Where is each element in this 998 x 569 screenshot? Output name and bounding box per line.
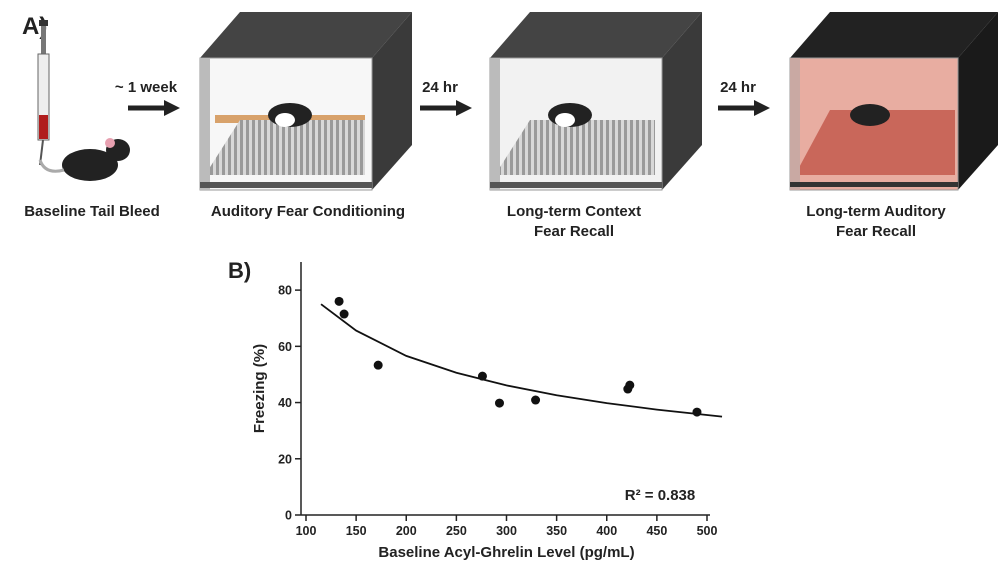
arrow-label: ~ 1 week [115, 79, 178, 96]
arrow [420, 100, 472, 116]
step-label: Long-term Context [507, 203, 641, 220]
syringe [37, 20, 50, 166]
point [531, 395, 541, 405]
panel-label: B) [228, 258, 251, 283]
x-tick-label: 100 [296, 524, 317, 538]
y-tick-label: 60 [278, 340, 292, 354]
step-label: Fear Recall [836, 223, 916, 240]
y-tick-label: 80 [278, 284, 292, 298]
arrow [128, 100, 180, 116]
chamber [489, 12, 702, 191]
point [625, 380, 635, 390]
x-tick-label: 300 [496, 524, 517, 538]
step-label: Fear Recall [534, 223, 614, 240]
x-tick-label: 200 [396, 524, 417, 538]
arrow-label: 24 hr [422, 79, 458, 96]
step-label: Long-term Auditory [806, 203, 946, 220]
x-tick-label: 250 [446, 524, 467, 538]
fit-curve [320, 303, 723, 418]
y-tick-label: 40 [278, 396, 292, 410]
step-label: Baseline Tail Bleed [24, 203, 160, 220]
chamber [789, 12, 998, 191]
point [494, 398, 504, 408]
x-tick-label: 500 [697, 524, 718, 538]
point [692, 407, 702, 417]
arrow [718, 100, 770, 116]
x-axis-title: Baseline Acyl-Ghrelin Level (pg/mL) [378, 544, 634, 561]
chamber [199, 12, 412, 191]
x-tick-label: 400 [596, 524, 617, 538]
y-tick-label: 0 [285, 509, 292, 523]
mouse [38, 138, 130, 181]
point [334, 296, 344, 306]
arrow-label: 24 hr [720, 79, 756, 96]
x-tick-label: 450 [646, 524, 667, 538]
point [373, 360, 383, 370]
y-tick-label: 20 [278, 452, 292, 466]
point [339, 309, 349, 319]
x-tick-label: 350 [546, 524, 567, 538]
step-label: Auditory Fear Conditioning [211, 203, 405, 220]
y-axis-title: Freezing (%) [251, 344, 268, 433]
x-tick-label: 150 [346, 524, 367, 538]
point [477, 371, 487, 381]
annotation: R² = 0.838 [625, 487, 695, 504]
